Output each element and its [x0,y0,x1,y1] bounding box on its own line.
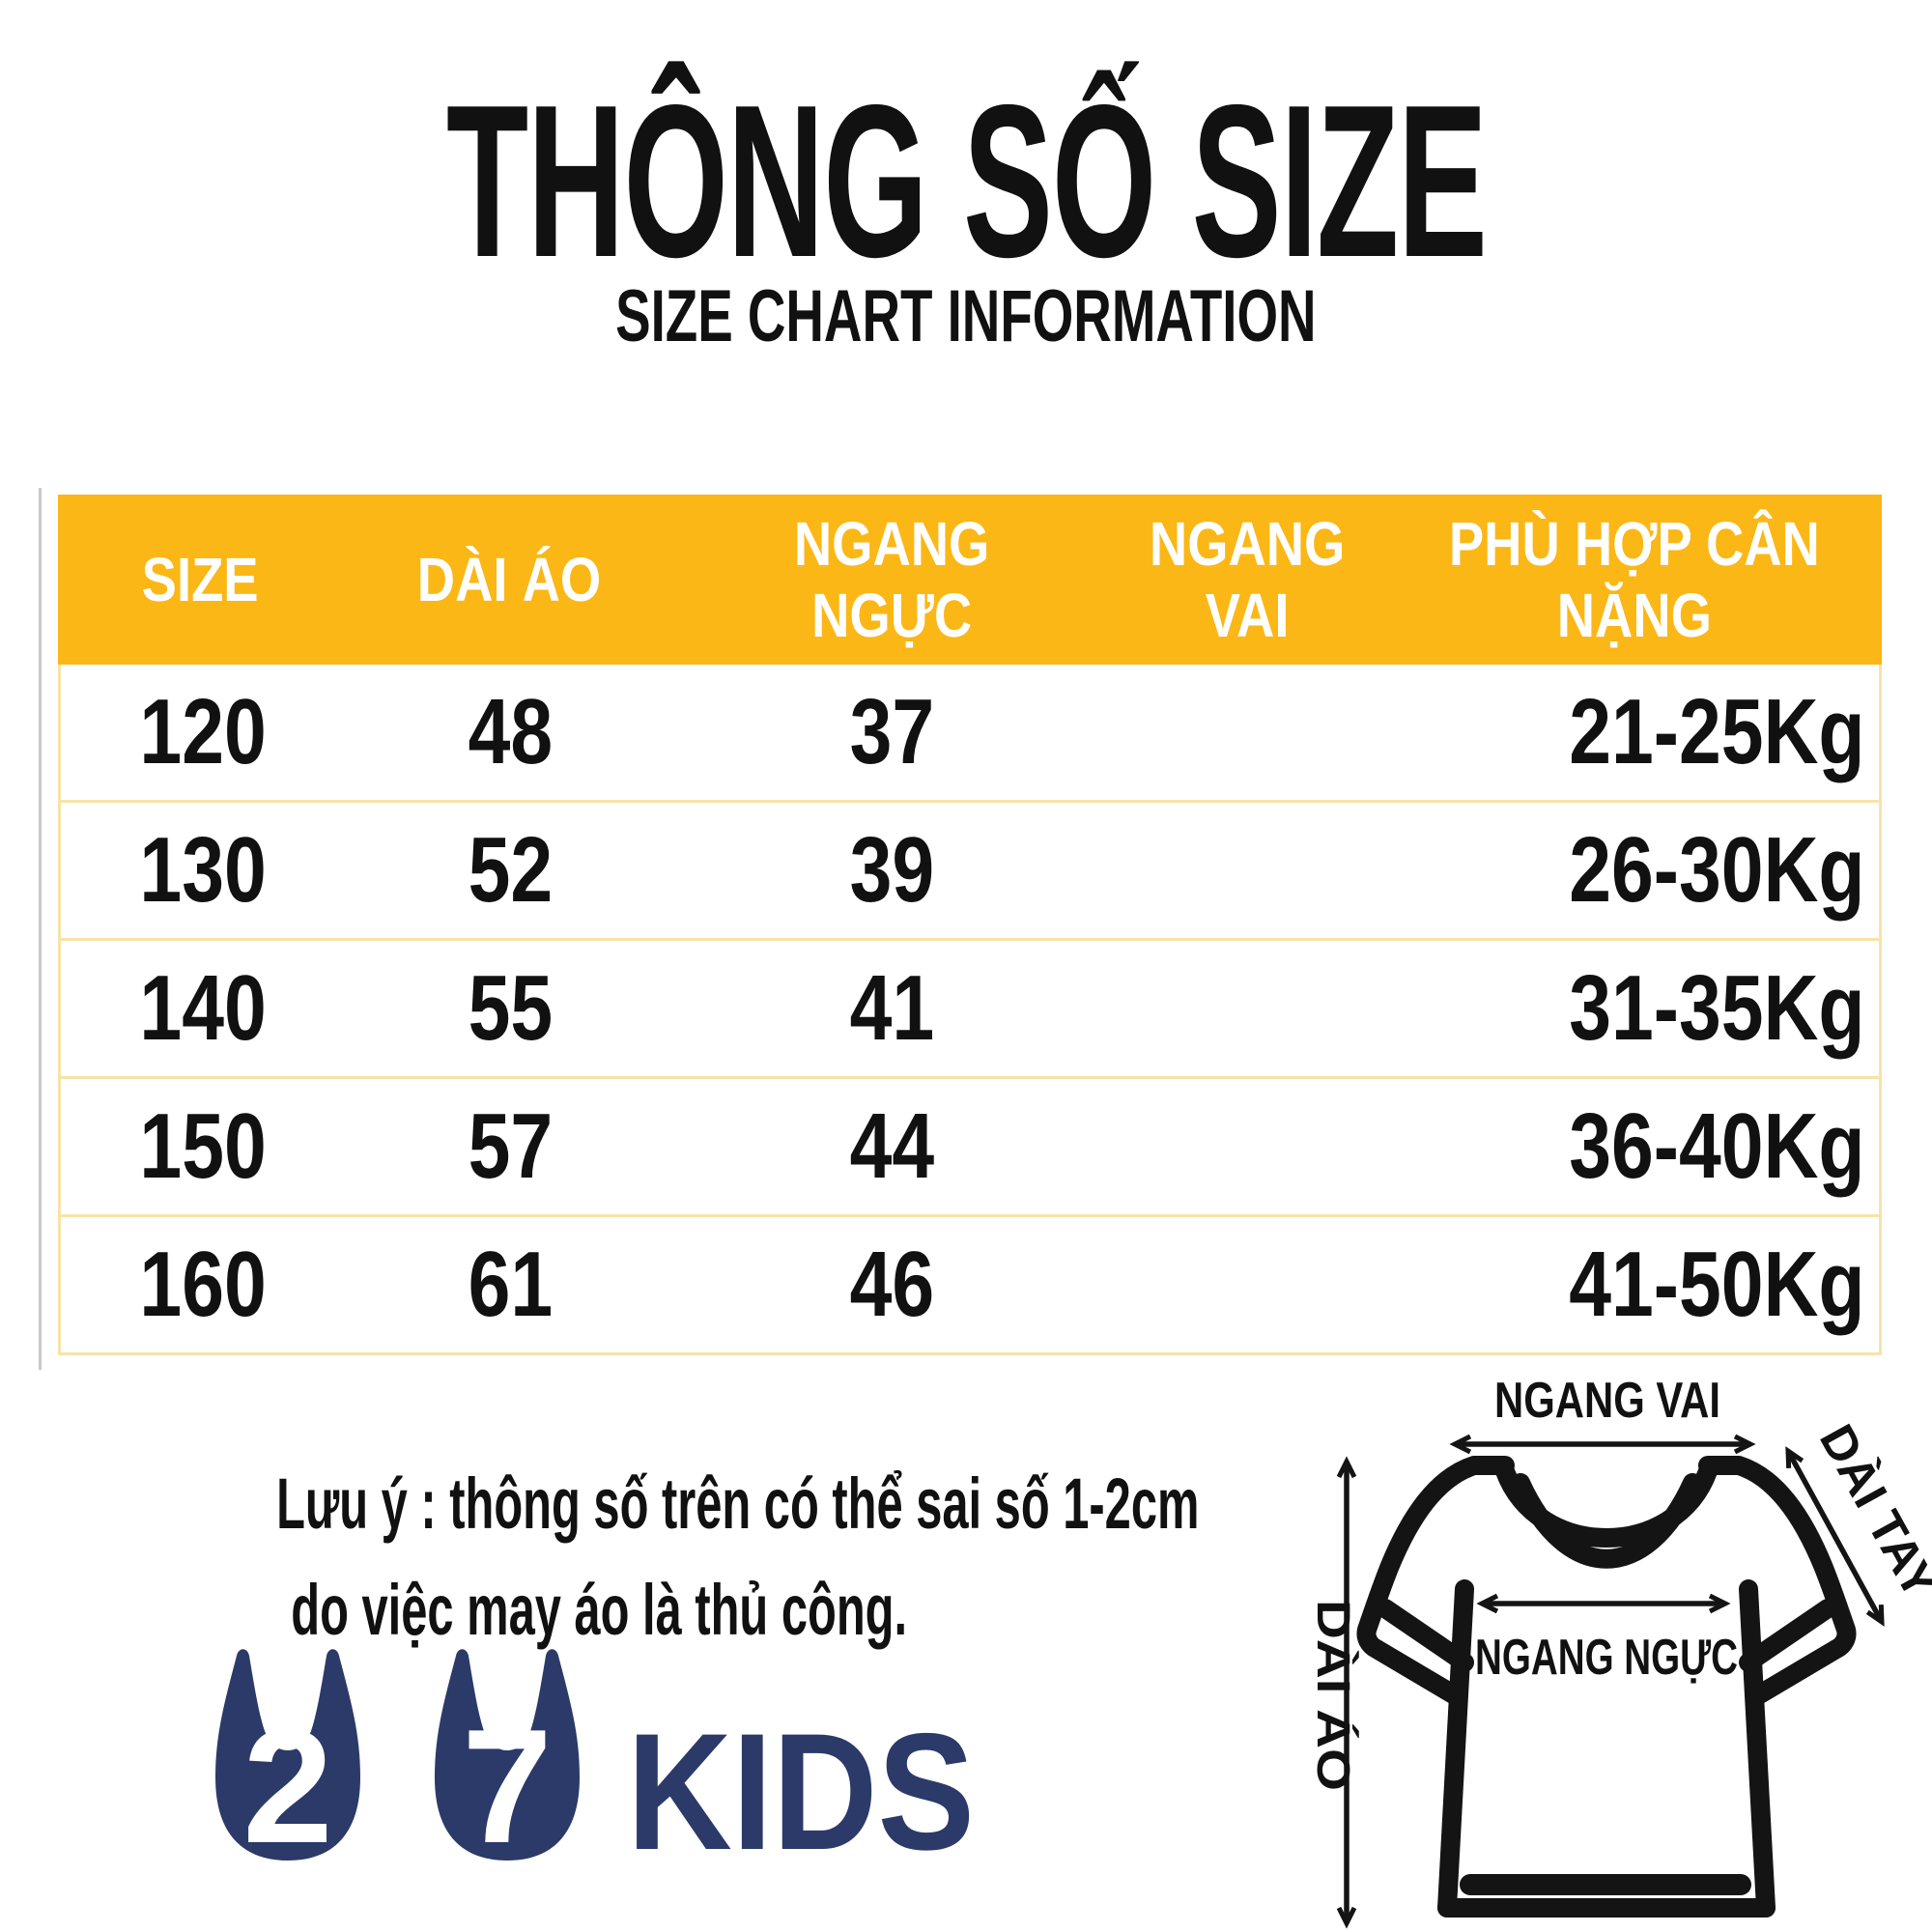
shirt-length-label: DÀI ÁO [1307,1600,1359,1791]
logo-graphic: 2 7 KIDS [215,1649,975,1885]
column-header-dai-ao: DÀI ÁO [417,545,602,614]
table-row: 160 61 46 41-50Kg [61,1214,1879,1352]
table-row: 130 52 39 26-30Kg [61,800,1879,938]
page-subtitle: SIZE CHART INFORMATION [0,278,1932,355]
table-row: 150 57 44 36-40Kg [61,1076,1879,1214]
note-text: Lưu ý : thông số trên có thể sai số 1-2c… [39,1451,1199,1663]
logo-digit-2: 2 [242,1695,332,1872]
left-edge-line [39,488,42,1370]
page-subtitle-text: SIZE CHART INFORMATION [615,275,1317,357]
tshirt-diagram-graphic: NGANG VAI DÀI TAY DÀI ÁO NGANG NGỰC [1307,1373,1932,1929]
note-line-2: do việc may áo là thủ công. [291,1570,907,1650]
page-title-text: THÔNG SỐ SIZE [445,59,1488,302]
logo-cat-shape-2: 2 [215,1649,360,1877]
page-title: THÔNG SỐ SIZE [0,70,1932,292]
shoulder-width-label: NGANG VAI [1494,1373,1720,1429]
column-header-size: SIZE [141,545,259,614]
sleeve-length-arrow [1785,1446,1885,1627]
chest-width-label: NGANG NGỰC [1475,1630,1738,1686]
tshirt-measurement-diagram: NGANG VAI DÀI TAY DÀI ÁO NGANG NGỰC [1285,1367,1932,1932]
logo-cat-shape-7: 7 [435,1649,580,1877]
column-header-ngang-nguc: NGANG NGỰC [793,509,990,650]
size-table-header: SIZE DÀI ÁO NGANG NGỰC NGANG VAI PHÙ HỢP… [58,495,1882,665]
logo-kids-text: KIDS [627,1699,975,1872]
column-header-ngang-vai: NGANG VAI [1149,509,1346,650]
column-header-can-nang: PHÙ HỢP CÂN NẶNG [1449,509,1821,650]
tshirt-outline [1356,1456,1857,1918]
table-row: 120 48 37 21-25Kg [139,680,1865,783]
brand-logo-27kids: 2 7 KIDS [182,1640,1012,1885]
size-table: SIZE DÀI ÁO NGANG NGỰC NGANG VAI PHÙ HỢP… [58,495,1882,1355]
logo-digit-7: 7 [462,1695,552,1872]
size-table-body: 120 48 37 21-25Kg 130 52 39 26-30Kg 140 … [58,665,1882,1355]
note-line-1: Lưu ý : thông số trên có thể sai số 1-2c… [276,1463,1200,1544]
table-row: 140 55 41 31-35Kg [61,938,1879,1076]
